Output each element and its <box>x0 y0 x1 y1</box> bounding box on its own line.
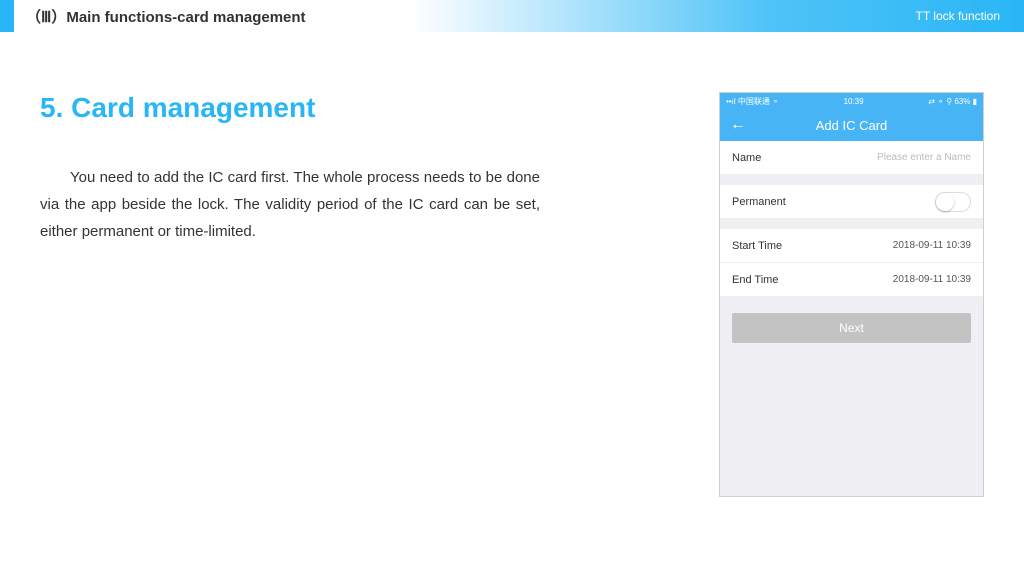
start-time-row[interactable]: Start Time 2018-09-11 10:39 <box>720 229 983 263</box>
nav-bar: ← Add IC Card <box>720 109 983 141</box>
nav-title: Add IC Card <box>816 118 888 133</box>
section-body: You need to add the IC card first. The w… <box>40 164 540 245</box>
permanent-label: Permanent <box>732 196 786 208</box>
header-title: （Ⅲ）Main functions-card management <box>26 6 306 27</box>
end-time-label: End Time <box>732 274 778 286</box>
status-left: ••ıl 中国联通 ⚬ <box>726 96 779 107</box>
text-column: 5. Card management You need to add the I… <box>40 92 659 497</box>
permanent-row: Permanent <box>720 185 983 219</box>
name-label: Name <box>732 152 761 164</box>
status-right: ⇄ ⚬ ⚲ 63% ▮ <box>928 97 977 106</box>
start-time-value: 2018-09-11 10:39 <box>893 240 971 251</box>
permanent-toggle[interactable] <box>935 192 971 212</box>
end-time-value: 2018-09-11 10:39 <box>893 274 971 285</box>
toggle-knob <box>936 193 954 211</box>
phone-screenshot: ••ıl 中国联通 ⚬ 10:39 ⇄ ⚬ ⚲ 63% ▮ ← Add IC C… <box>719 92 984 497</box>
section-heading: 5. Card management <box>40 92 659 124</box>
status-bar: ••ıl 中国联通 ⚬ 10:39 ⇄ ⚬ ⚲ 63% ▮ <box>720 93 983 109</box>
next-button[interactable]: Next <box>732 313 971 343</box>
status-time: 10:39 <box>844 97 864 106</box>
back-icon[interactable]: ← <box>730 117 746 133</box>
name-placeholder: Please enter a Name <box>877 152 971 163</box>
page-header: （Ⅲ）Main functions-card management TT loc… <box>0 0 1024 32</box>
header-right-label: TT lock function <box>916 9 1000 23</box>
name-row[interactable]: Name Please enter a Name <box>720 141 983 175</box>
content-area: 5. Card management You need to add the I… <box>0 32 1024 497</box>
next-label: Next <box>839 321 864 335</box>
header-accent <box>0 0 14 32</box>
start-time-label: Start Time <box>732 240 782 252</box>
end-time-row[interactable]: End Time 2018-09-11 10:39 <box>720 263 983 297</box>
